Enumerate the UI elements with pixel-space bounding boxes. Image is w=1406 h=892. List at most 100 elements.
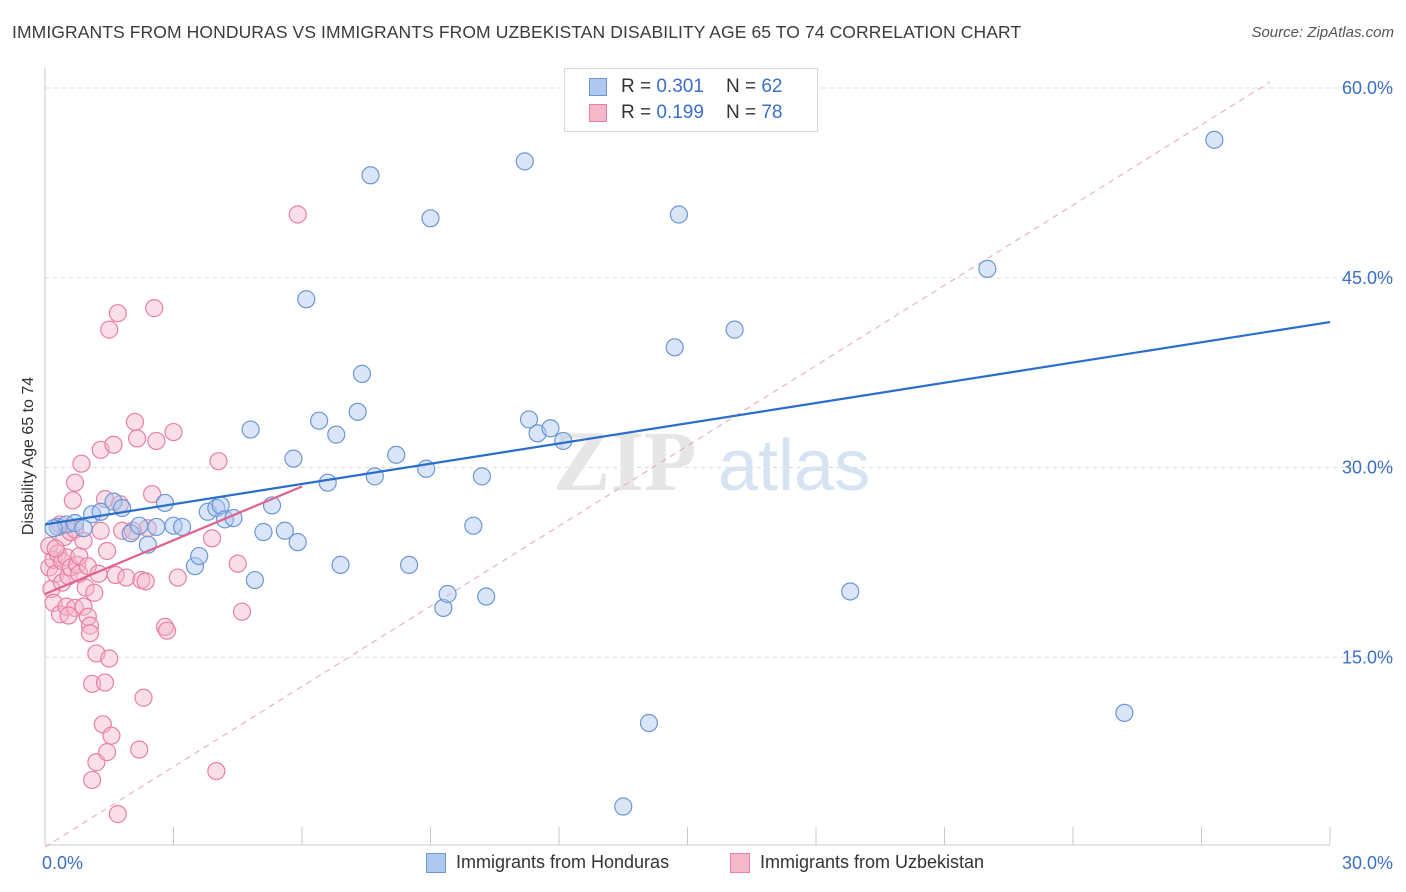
honduras-point <box>541 419 560 438</box>
watermark-zip: ZIP <box>553 413 696 509</box>
honduras-point <box>310 411 329 430</box>
uzbekistan-point <box>78 557 97 576</box>
honduras-point <box>275 521 294 540</box>
legend-label: Immigrants from Uzbekistan <box>760 852 985 872</box>
uzbekistan-point <box>76 578 95 597</box>
honduras-point <box>172 517 192 537</box>
uzbekistan-point <box>85 583 104 602</box>
honduras-point <box>614 797 633 816</box>
pink-swatch <box>589 104 607 122</box>
uzbekistan-point <box>46 539 65 558</box>
honduras-point <box>327 425 346 444</box>
honduras-point <box>841 582 860 601</box>
uzbekistan-point <box>232 602 252 621</box>
r-value: 0.301 <box>656 76 704 97</box>
uzbekistan-point <box>127 429 147 448</box>
honduras-point <box>190 546 209 566</box>
correlation-legend: R = 0.301 N = 62 R = 0.199 N = 78 <box>564 68 818 132</box>
uzbekistan-point <box>209 452 228 471</box>
honduras-point <box>288 533 307 552</box>
legend-row-honduras: R = 0.301 N = 62 <box>589 74 782 100</box>
uzbekistan-point <box>98 541 117 561</box>
honduras-point <box>438 584 457 604</box>
uzbekistan-point <box>228 554 247 573</box>
honduras-point <box>669 205 689 224</box>
honduras-point <box>464 516 483 535</box>
gridlines <box>45 87 1395 658</box>
honduras-point <box>477 587 496 606</box>
uzbekistan-point <box>147 431 166 451</box>
honduras-point <box>725 320 744 339</box>
honduras-point <box>254 522 273 542</box>
honduras-point <box>348 402 367 421</box>
diagonal-line <box>44 81 1271 848</box>
honduras-point <box>639 713 659 733</box>
blue-swatch <box>426 852 446 873</box>
honduras-point <box>365 467 384 486</box>
honduras-point <box>1115 703 1134 723</box>
legend-row-uzbekistan: R = 0.199 N = 78 <box>589 100 782 126</box>
n-value: 78 <box>761 102 783 123</box>
uzbekistan-point <box>106 565 125 585</box>
x-tick-label: 30.0% <box>1342 853 1393 873</box>
r-value: 0.199 <box>656 102 704 123</box>
uzbekistan-point <box>63 491 82 510</box>
honduras-point <box>185 557 205 576</box>
honduras-point <box>434 598 453 618</box>
uzbekistan-point <box>102 726 121 745</box>
honduras-point <box>130 516 149 535</box>
watermark: ZIP atlas <box>553 413 870 509</box>
blue-swatch <box>589 78 607 96</box>
honduras-point <box>297 290 316 309</box>
n-label: N = <box>725 76 757 97</box>
uzbekistan-point <box>100 649 119 668</box>
uzbekistan-point <box>108 304 127 323</box>
honduras-point <box>331 555 350 575</box>
legend-item-honduras: Immigrants from Honduras <box>426 852 669 873</box>
n-value: 62 <box>761 76 783 97</box>
honduras-point <box>519 410 539 429</box>
y-tick-label: 60.0% <box>1342 78 1393 98</box>
honduras-point <box>284 449 303 468</box>
honduras-point <box>245 570 264 590</box>
uzbekistan-point <box>91 521 110 540</box>
uzbekistan-point <box>136 572 155 591</box>
r-label: R = <box>621 76 652 97</box>
honduras-point <box>421 209 440 228</box>
uzbekistan-point <box>95 673 115 692</box>
uzbekistan-point <box>130 740 149 759</box>
uzbekistan-point <box>207 761 226 781</box>
uzbekistan-point <box>59 606 78 625</box>
y-tick-label: 30.0% <box>1342 458 1393 478</box>
uzbekistan-point <box>100 320 119 339</box>
honduras-point <box>361 166 380 185</box>
watermark-atlas: atlas <box>718 426 870 506</box>
uzbekistan-point <box>202 529 222 548</box>
legend-label: Immigrants from Honduras <box>456 852 670 872</box>
x-tick-label: 0.0% <box>42 853 83 873</box>
uzbekistan-point <box>168 568 187 587</box>
honduras-point <box>515 152 534 171</box>
trend-lines <box>44 320 1331 596</box>
honduras-point <box>147 517 166 537</box>
honduras-point <box>241 420 260 439</box>
r-label: R = <box>621 102 652 123</box>
honduras-point <box>318 473 337 492</box>
pink-swatch <box>730 852 750 873</box>
uzbekistan-point <box>80 616 100 635</box>
y-tick-label: 45.0% <box>1342 268 1393 288</box>
honduras-point <box>399 555 419 575</box>
honduras-point <box>74 519 93 538</box>
uzbekistan-point <box>98 743 117 762</box>
honduras-point <box>665 338 684 357</box>
uzbekistan-point <box>108 805 127 824</box>
uzbekistan-point <box>80 624 100 643</box>
honduras-point <box>472 467 491 486</box>
uzbekistan-point <box>74 597 93 616</box>
honduras-point <box>352 364 372 383</box>
honduras-trend-line <box>44 320 1331 526</box>
y-axis-label: Disability Age 65 to 74 <box>20 377 37 535</box>
legend-item-uzbekistan: Immigrants from Uzbekistan <box>730 852 984 873</box>
honduras-point <box>155 493 175 513</box>
